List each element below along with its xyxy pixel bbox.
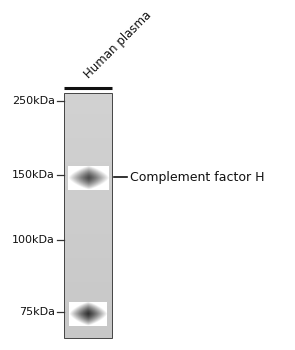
Text: Human plasma: Human plasma: [81, 8, 154, 81]
Bar: [64, 93, 112, 338]
Text: 250kDa: 250kDa: [12, 96, 55, 106]
Text: Complement factor H: Complement factor H: [130, 171, 264, 184]
Text: 100kDa: 100kDa: [12, 235, 55, 245]
Text: 150kDa: 150kDa: [12, 170, 55, 180]
Text: 75kDa: 75kDa: [19, 307, 55, 317]
